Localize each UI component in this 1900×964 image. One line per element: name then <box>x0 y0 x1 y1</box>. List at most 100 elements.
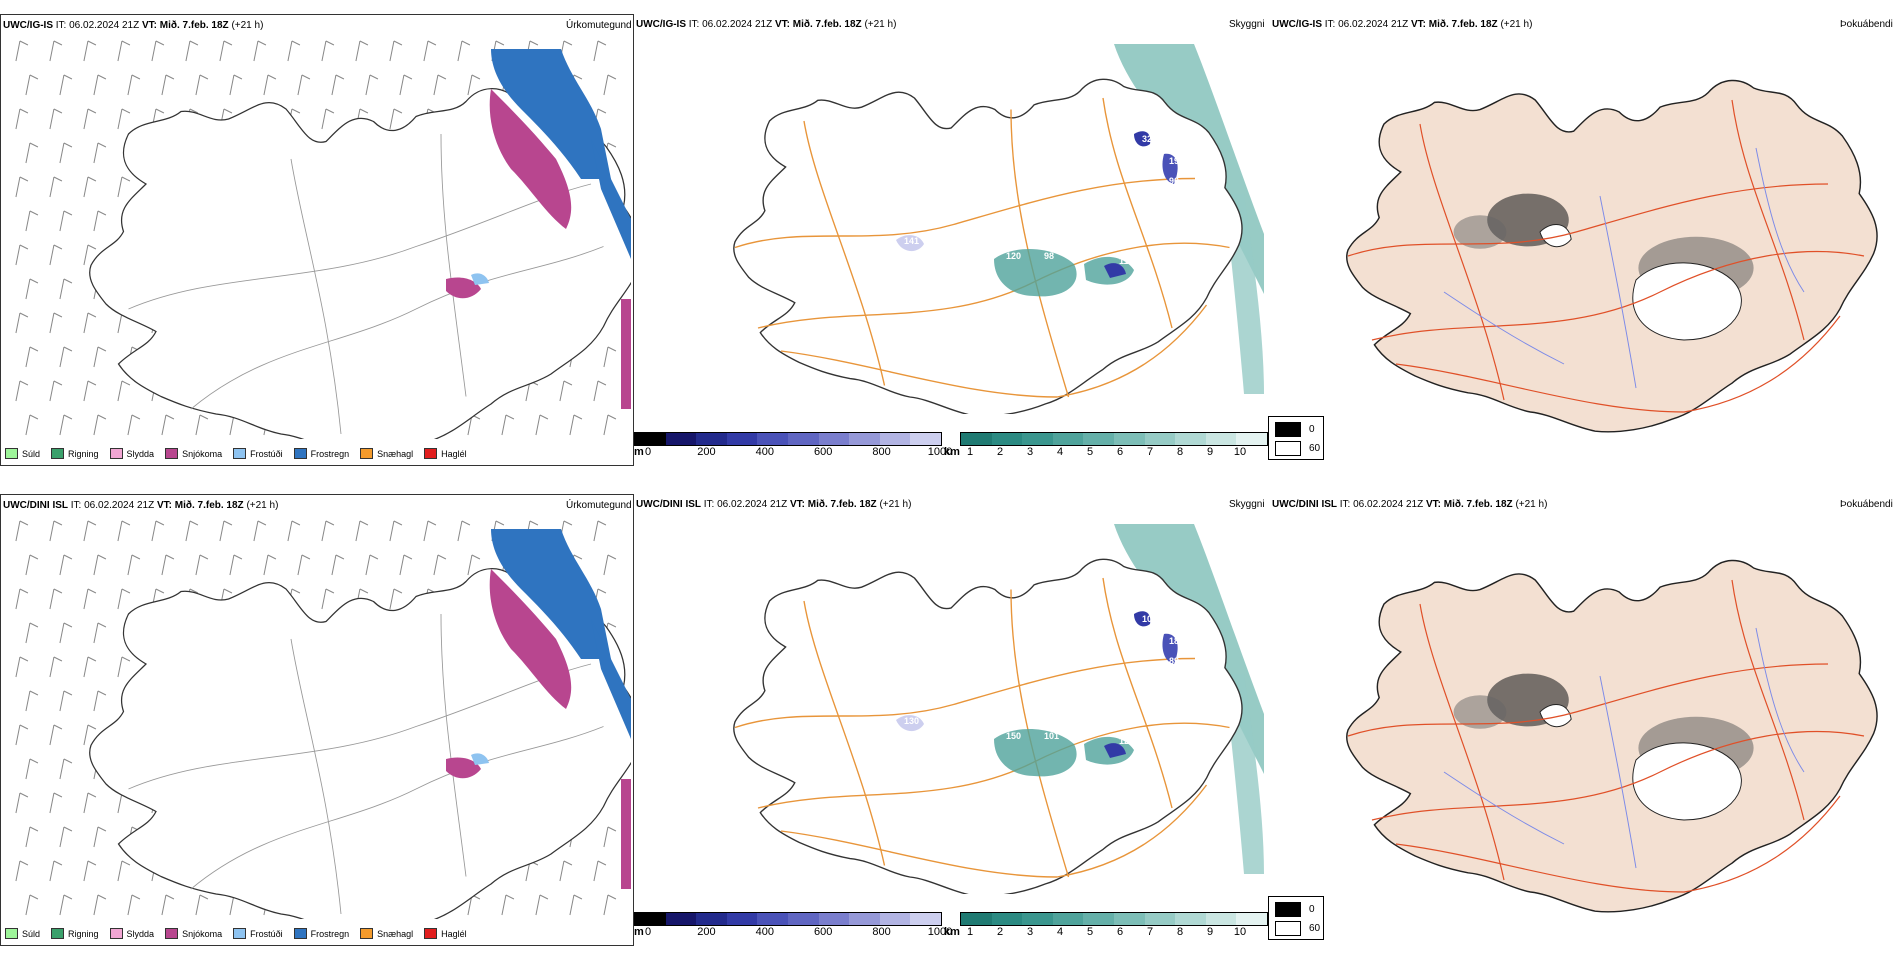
fog-legend-swatch <box>1275 902 1301 917</box>
colorbar-tick: 7 <box>1146 926 1154 938</box>
colorbar-tick: 6 <box>1116 926 1124 938</box>
colorbar-segment <box>635 433 666 445</box>
colorbar-segment <box>665 913 697 925</box>
valid-time-label: VT: <box>789 499 805 510</box>
init-time-label: IT: <box>70 500 82 511</box>
precip-type-panel: UWC/DINI ISL IT: 06.02.2024 21Z VT: Mið.… <box>0 494 634 946</box>
colorbar-segment <box>910 913 941 925</box>
colorbar-segment <box>1022 433 1053 445</box>
colorbar-segment <box>1113 913 1145 925</box>
colorbar-tick: 600 <box>814 926 833 938</box>
legend-swatch <box>165 928 179 939</box>
fog-legend-row: 60 <box>1275 441 1320 456</box>
visibility-colorbar <box>960 432 1268 446</box>
fog-map <box>1346 79 1878 433</box>
valid-time-value: Mið. 7.feb. 18Z <box>159 20 229 31</box>
fog-legend-row: 0 <box>1275 902 1315 917</box>
valid-time-value: Mið. 7.feb. 18Z <box>1428 19 1498 30</box>
colorbar-segment <box>991 433 1023 445</box>
valid-time-label: VT: <box>156 500 172 511</box>
legend-label: Súld <box>22 448 41 459</box>
colorbar-tick: 4 <box>1056 446 1064 458</box>
legend-swatch <box>360 928 374 939</box>
colorbar-segment <box>1052 913 1084 925</box>
legend-item: Snæhagl <box>360 928 413 939</box>
legend-swatch <box>360 448 374 459</box>
roads <box>734 97 1230 398</box>
colorbar-tick: 10 <box>1233 446 1247 458</box>
ceiling-value-label: 107 <box>1142 614 1157 624</box>
ceiling-value-label: 22 <box>964 736 974 746</box>
colorbar-segment <box>757 433 788 445</box>
legend-item: Snæhagl <box>360 448 413 459</box>
legend-label: Frostúði <box>250 448 283 459</box>
legend-label: Snæhagl <box>377 928 414 939</box>
model-name: UWC/DINI ISL <box>636 499 701 510</box>
colorbar-segment <box>757 913 788 925</box>
ceiling-colorbar <box>634 432 942 446</box>
legend-swatch <box>424 448 438 459</box>
rivers <box>1443 627 1805 869</box>
ceiling-colorbar <box>634 912 942 926</box>
product-title: Þokuábendi <box>1840 19 1893 30</box>
ceiling-value-label: 120 <box>1006 251 1021 261</box>
colorbar-tick: 7 <box>1146 446 1154 458</box>
ceiling-value-label: 121 <box>1119 736 1134 746</box>
legend-item: Rigning <box>51 448 99 459</box>
colorbar-segment <box>818 913 850 925</box>
roads <box>1347 99 1865 413</box>
legend-item: Haglél <box>424 928 467 939</box>
colorbar-tick: 4 <box>1056 926 1064 938</box>
panel-header: UWC/DINI ISL IT: 06.02.2024 21Z VT: Mið.… <box>1272 499 1547 510</box>
fog-legend-row: 60 <box>1275 921 1320 936</box>
legend-swatch <box>293 928 307 939</box>
ceiling-value-label: 130 <box>904 716 919 726</box>
ceiling-value-label: 89 <box>1169 656 1179 666</box>
product-title: Skyggni <box>1229 19 1265 30</box>
legend-item: Frostregn <box>293 928 349 939</box>
fog-legend-swatch <box>1275 921 1301 936</box>
colorbar-segment <box>1144 433 1176 445</box>
legend-label: Rigning <box>68 928 99 939</box>
colorbar-segment <box>879 913 911 925</box>
lead-time: (+21 h) <box>864 19 897 30</box>
init-time-value: 06.02.2024 21Z <box>1353 499 1424 510</box>
visibility-unit: km <box>944 926 960 938</box>
colorbar-segment <box>849 913 880 925</box>
colorbar-tick: 1 <box>966 446 974 458</box>
product-title: Úrkomutegund <box>566 20 632 31</box>
ceiling-unit: m <box>634 926 644 938</box>
ceiling-value-label: 180 <box>1169 636 1184 646</box>
freezing-rain-area <box>491 529 611 659</box>
precip-type-panel: UWC/IG-IS IT: 06.02.2024 21Z VT: Mið. 7.… <box>0 14 634 466</box>
visibility-ticks: 1 2 3 4 5 6 7 8 9 10 <box>966 446 1256 460</box>
visibility-unit: km <box>944 446 960 458</box>
ceiling-unit: m <box>634 446 644 458</box>
legend-label: Slydda <box>126 448 155 459</box>
legend-label: Snæhagl <box>377 448 414 459</box>
visibility-ticks: 1 2 3 4 5 6 7 8 9 10 <box>967 926 1256 940</box>
ceiling-value-label: 32 <box>1142 134 1152 144</box>
colorbar-tick: 800 <box>872 446 891 458</box>
colorbar-segment <box>1113 433 1145 445</box>
colorbar-segment <box>1175 913 1206 925</box>
legend-item: Frostregn <box>293 448 349 459</box>
model-name: UWC/DINI ISL <box>1272 499 1337 510</box>
colorbar-segment <box>696 433 727 445</box>
init-time-label: IT: <box>1324 19 1336 30</box>
init-time-label: IT: <box>55 20 67 31</box>
colorbar-segment <box>991 913 1023 925</box>
coastline <box>733 78 1243 414</box>
colorbar-segment <box>726 433 758 445</box>
valid-time-value: Mið. 7.feb. 18Z <box>1443 499 1513 510</box>
legend-item: Frostúði <box>233 448 283 459</box>
valid-time-value: Mið. 7.feb. 18Z <box>792 19 862 30</box>
roads <box>128 133 604 435</box>
colorbar-tick: 2 <box>996 446 1004 458</box>
init-time-value: 06.02.2024 21Z <box>84 500 155 511</box>
precip-map <box>15 40 631 439</box>
fog-legend: 0 60 <box>1268 416 1324 460</box>
colorbar-tick: 3 <box>1026 446 1034 458</box>
legend-label: Haglél <box>441 448 467 459</box>
visibility-map: 107 180 89 130 150 101 121 22 <box>733 524 1264 894</box>
